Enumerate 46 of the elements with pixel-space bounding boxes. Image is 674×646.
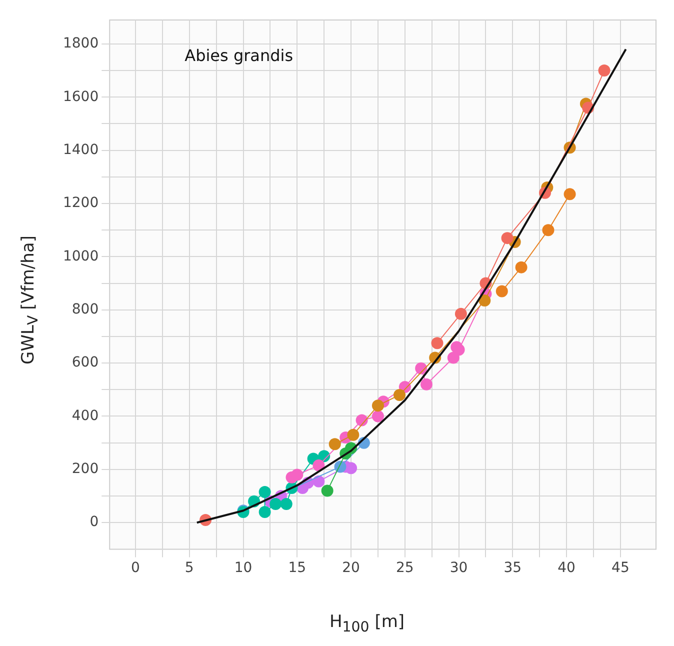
y-tick-label: 1800 <box>62 36 99 52</box>
y-tick-label: 1400 <box>62 142 99 158</box>
point <box>258 486 271 498</box>
point <box>372 400 384 412</box>
x-axis-title: H$_{100}$ [m] <box>328 612 406 636</box>
y-tick-label: 600 <box>72 354 99 371</box>
x-tick-label: 15 <box>288 560 306 576</box>
point <box>542 224 554 236</box>
y-tick-label: 0 <box>90 514 99 530</box>
x-tick-label: 30 <box>450 560 468 576</box>
point <box>415 362 428 374</box>
annotation: Abies grandis <box>184 45 294 67</box>
point <box>270 498 282 510</box>
point <box>321 484 334 497</box>
point <box>312 475 325 488</box>
point <box>312 459 325 472</box>
point <box>478 294 491 307</box>
point <box>501 232 514 244</box>
x-tick-label: 25 <box>396 560 414 576</box>
x-tick-label: 0 <box>131 560 140 576</box>
point <box>598 64 610 77</box>
point <box>420 378 432 390</box>
y-tick-label: 800 <box>72 302 99 318</box>
y-tick-label: 1200 <box>62 195 99 212</box>
x-tick-label: 45 <box>612 560 630 576</box>
point <box>564 188 576 200</box>
point <box>291 468 304 481</box>
point <box>280 498 292 510</box>
y-tick-label: 1600 <box>62 88 99 105</box>
point <box>515 261 528 274</box>
y-tick-label: 200 <box>72 461 99 478</box>
y-tick-label: 1000 <box>62 248 99 264</box>
point <box>496 285 508 298</box>
x-tick-label: 10 <box>234 560 252 576</box>
point <box>431 337 444 350</box>
point <box>394 388 406 401</box>
point <box>347 428 360 441</box>
x-tick-label: 20 <box>342 560 360 576</box>
point <box>454 308 467 320</box>
point <box>328 438 341 450</box>
x-tick-label: 35 <box>504 560 522 576</box>
x-tick-label: 40 <box>558 560 576 576</box>
point <box>372 410 384 422</box>
y-tick-label: 400 <box>72 408 99 424</box>
x-tick-label: 5 <box>184 560 194 576</box>
point <box>258 506 271 518</box>
